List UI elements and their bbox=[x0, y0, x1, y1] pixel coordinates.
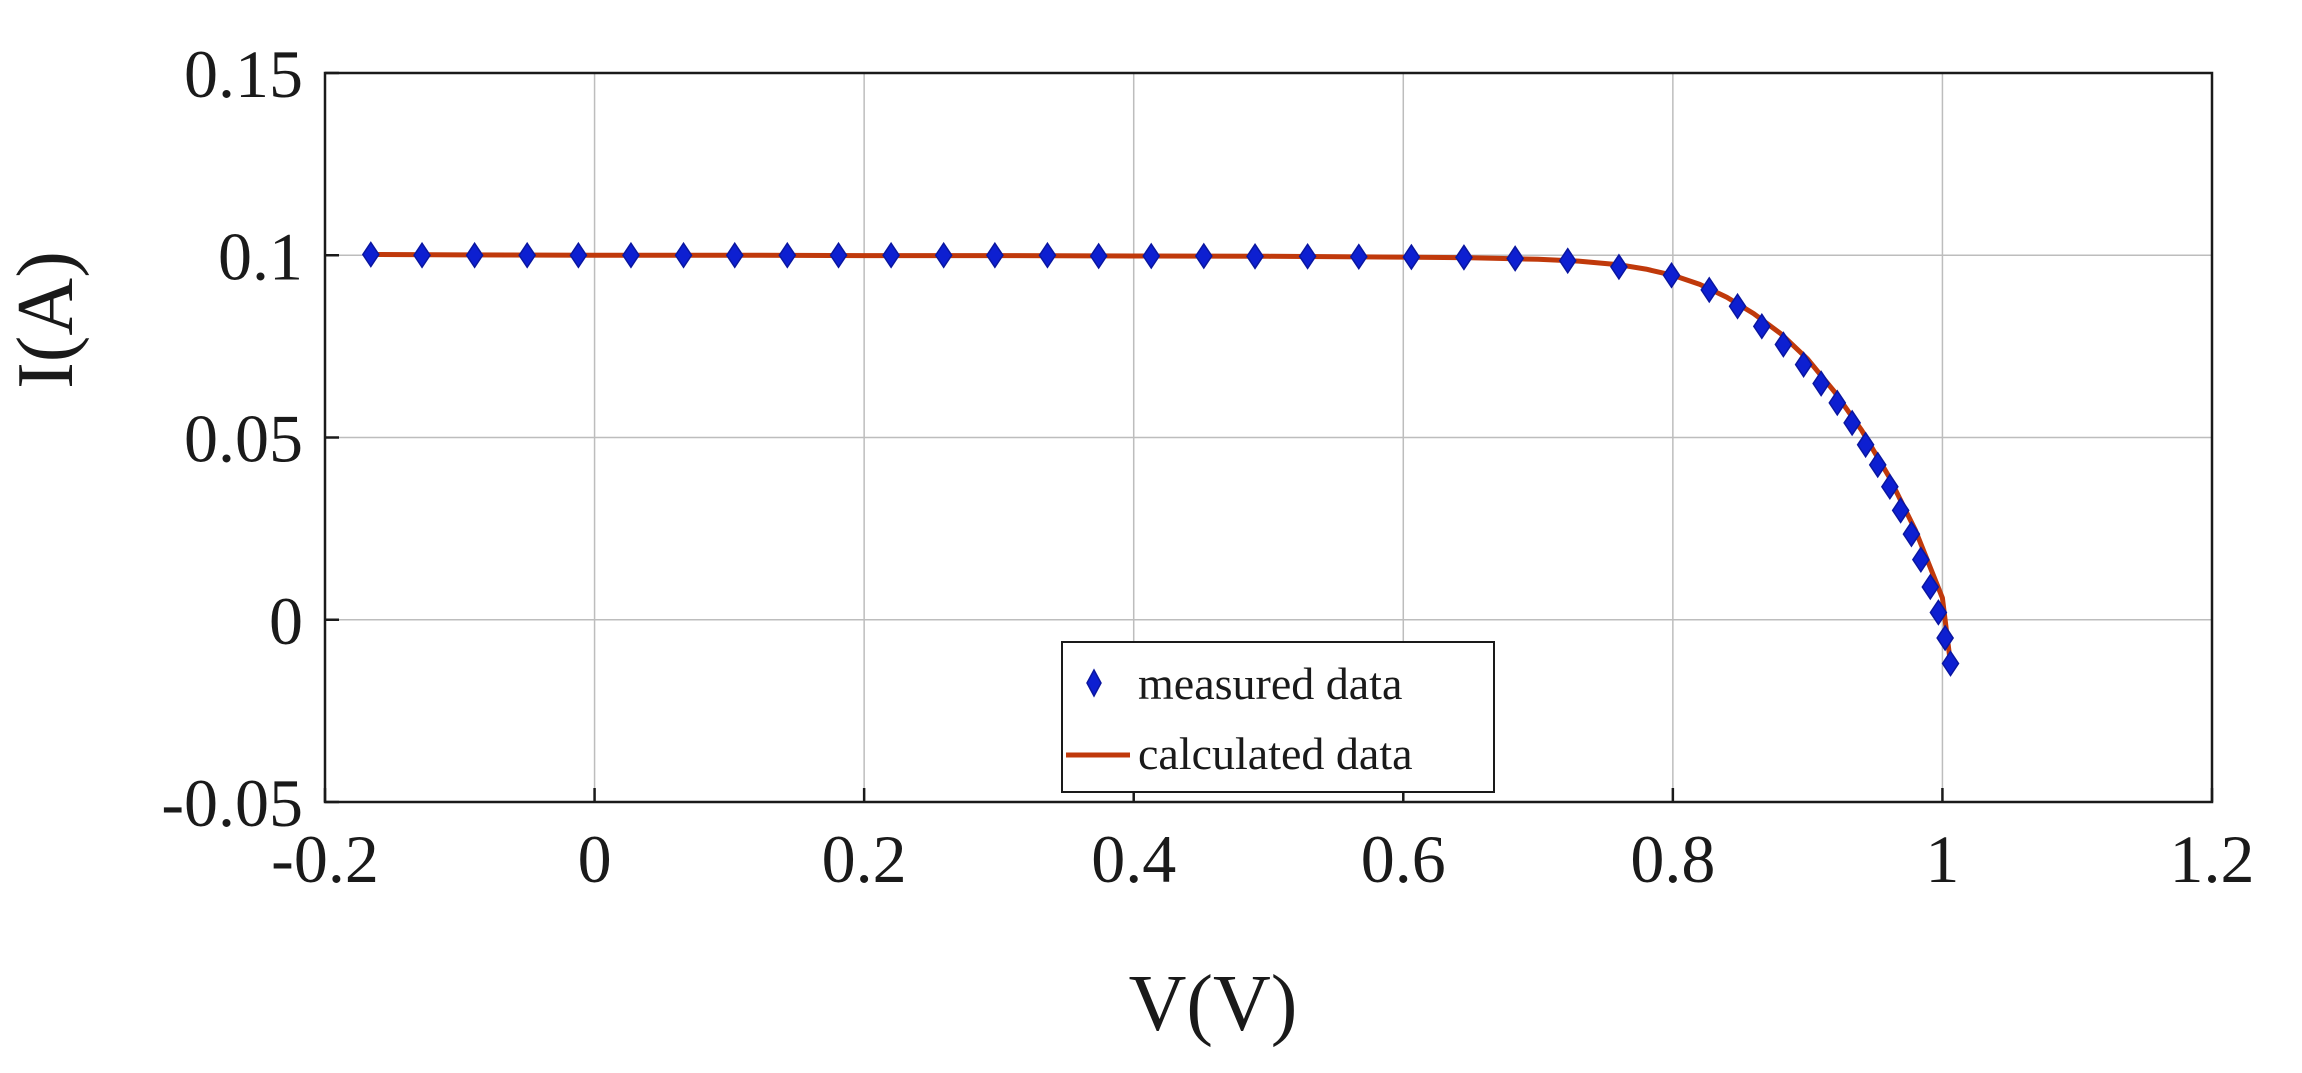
measured-data-point bbox=[1349, 243, 1368, 271]
x-axis-label: V(V) bbox=[1129, 960, 1298, 1048]
measured-data-point bbox=[1194, 242, 1213, 270]
x-tick-label: 0.6 bbox=[1361, 821, 1446, 897]
measured-data-point bbox=[1752, 312, 1771, 340]
legend-label-calculated: calculated data bbox=[1138, 728, 1413, 779]
measured-data-point bbox=[1880, 473, 1899, 501]
legend-marker-measured bbox=[1086, 668, 1102, 698]
measured-data-point bbox=[1700, 276, 1719, 304]
measured-data-point bbox=[1038, 241, 1057, 269]
measured-data-point bbox=[1089, 242, 1108, 270]
x-tick-label: 1 bbox=[1925, 821, 1959, 897]
measured-data-point bbox=[1929, 599, 1948, 626]
measured-data-point bbox=[413, 241, 431, 269]
measured-data-point bbox=[934, 241, 953, 269]
measured-data-point bbox=[1774, 331, 1793, 358]
measured-data-point bbox=[361, 241, 380, 268]
measured-data-point bbox=[1828, 389, 1847, 417]
measured-data-point bbox=[569, 241, 588, 269]
measured-data-point bbox=[882, 241, 901, 269]
x-tick-label: 1.2 bbox=[2170, 821, 2255, 897]
measured-data-point bbox=[1911, 546, 1930, 573]
measured-data-point bbox=[1455, 244, 1473, 271]
legend-box bbox=[1061, 641, 1495, 793]
measured-data-point bbox=[1812, 370, 1831, 397]
y-tick-label: -0.05 bbox=[161, 765, 303, 841]
calculated-data-line bbox=[368, 252, 1953, 666]
x-tick-label: 0.4 bbox=[1091, 821, 1176, 897]
x-axis-ticks: -0.2 0 0.2 0.4 0.6 0.8 1 1.2 bbox=[271, 788, 2255, 897]
legend: measured data calculated data bbox=[1061, 641, 1495, 793]
measured-data-point bbox=[1610, 253, 1628, 281]
measured-data-point bbox=[1662, 261, 1681, 289]
measured-data-point bbox=[1891, 497, 1910, 524]
measured-data-point bbox=[1936, 624, 1955, 652]
measured-data-point bbox=[1941, 650, 1960, 677]
measured-data-point bbox=[1298, 242, 1317, 270]
y-axis-ticks: -0.05 0 0.05 0.1 0.15 bbox=[161, 36, 339, 841]
measured-data-point bbox=[1728, 292, 1747, 320]
measured-data-point bbox=[1868, 451, 1887, 479]
measured-data-point bbox=[1246, 242, 1264, 270]
measured-data-point bbox=[518, 241, 537, 269]
y-tick-label: 0.15 bbox=[184, 36, 303, 112]
x-tick-label: 0.2 bbox=[822, 821, 907, 897]
measured-data-point bbox=[1506, 245, 1525, 272]
measured-data-point bbox=[1794, 351, 1813, 378]
measured-data-point bbox=[465, 241, 484, 269]
measured-data-series bbox=[361, 241, 1960, 677]
y-tick-label: 0 bbox=[269, 583, 303, 659]
x-tick-label: 0 bbox=[578, 821, 612, 897]
measured-data-point bbox=[1921, 573, 1940, 601]
measured-data-point bbox=[778, 241, 797, 269]
measured-data-point bbox=[829, 241, 848, 269]
measured-data-point bbox=[674, 241, 693, 269]
measured-data-point bbox=[725, 241, 744, 269]
x-tick-label: -0.2 bbox=[271, 821, 379, 897]
measured-data-point bbox=[1402, 243, 1421, 271]
measured-data-point bbox=[1856, 431, 1875, 459]
y-tick-label: 0.05 bbox=[184, 401, 303, 477]
legend-label-measured: measured data bbox=[1138, 658, 1402, 709]
measured-data-point bbox=[1142, 242, 1161, 270]
x-tick-label: 0.8 bbox=[1630, 821, 1715, 897]
measured-data-point bbox=[622, 241, 640, 269]
calculated-data-series bbox=[368, 252, 1953, 666]
measured-data-point bbox=[1558, 247, 1577, 275]
measured-data-point bbox=[1843, 409, 1862, 437]
y-axis-label: I(A) bbox=[2, 251, 90, 389]
measured-data-point bbox=[1902, 520, 1921, 548]
measured-data-point bbox=[985, 241, 1004, 269]
y-tick-label: 0.1 bbox=[218, 218, 303, 294]
